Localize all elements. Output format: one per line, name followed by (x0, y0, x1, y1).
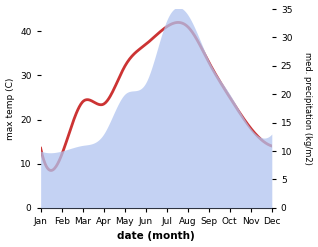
Y-axis label: max temp (C): max temp (C) (5, 77, 15, 140)
Y-axis label: med. precipitation (kg/m2): med. precipitation (kg/m2) (303, 52, 313, 165)
X-axis label: date (month): date (month) (117, 231, 195, 242)
